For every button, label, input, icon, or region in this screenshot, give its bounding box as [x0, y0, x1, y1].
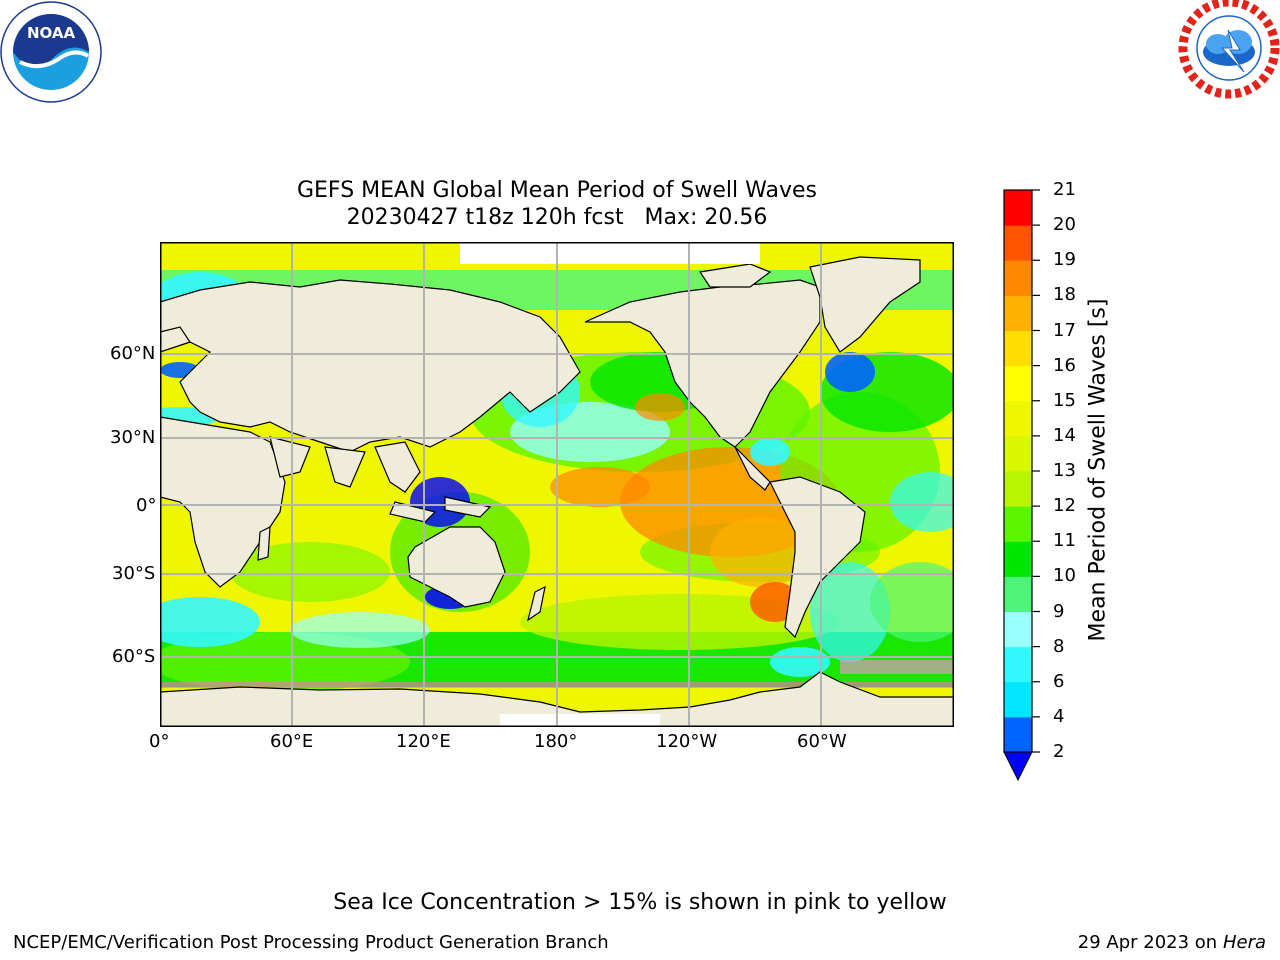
colorbar-segment: [1004, 681, 1032, 718]
map-panel: [160, 242, 954, 727]
arctic-ice: [460, 242, 760, 264]
noaa-logo: NOAA: [0, 1, 102, 103]
colorbar-tick-label: 19: [1053, 249, 1076, 271]
colorbar-tick-label: 11: [1053, 530, 1076, 552]
lon-label-120e: 120°E: [396, 731, 451, 752]
colorbar-tick-label: 17: [1053, 319, 1076, 341]
colorbar-tick-label: 16: [1053, 354, 1076, 376]
colorbar-segment: [1004, 646, 1032, 683]
nws-logo: [1178, 0, 1280, 99]
colorbar-segment: [1004, 400, 1032, 437]
lat-label-60s: 60°S: [112, 646, 156, 667]
colorbar-segment: [1004, 190, 1032, 226]
land: [160, 256, 954, 727]
colorbar-tick-label: 10: [1053, 565, 1076, 587]
colorbar-segment: [1004, 365, 1032, 402]
lon-label-120w: 120°W: [656, 731, 718, 752]
lat-label-eq: 0°: [136, 495, 157, 516]
lon-label-180: 180°: [534, 731, 578, 752]
colorbar: [1003, 189, 1040, 782]
chart-title-line1: GEFS MEAN Global Mean Period of Swell Wa…: [296, 178, 817, 203]
colorbar-segment: [1004, 576, 1032, 612]
colorbar-tick-label: 4: [1053, 705, 1065, 727]
colorbar-tick-label: 9: [1053, 600, 1065, 622]
colorbar-segment: [1004, 716, 1032, 753]
chart-title-line2: 20230427 t18z 120h fcst Max: 20.56: [346, 205, 768, 230]
colorbar-segment: [1004, 506, 1032, 542]
noaa-logo-text: NOAA: [27, 24, 76, 42]
colorbar-extend-arrow: [1003, 751, 1033, 782]
lon-label-0: 0°: [149, 731, 170, 752]
colorbar-tick-label: 20: [1053, 214, 1076, 236]
map-frame: [160, 242, 954, 727]
colorbar-segment: [1004, 295, 1032, 331]
footer-date: 29 Apr 2023 on Hera: [1078, 932, 1266, 953]
lon-label-60w: 60°W: [797, 731, 847, 752]
colorbar-tick-label: 2: [1053, 741, 1065, 762]
footer-date-text: 29 Apr 2023 on: [1077, 932, 1223, 953]
colorbar-tick-label: 8: [1053, 635, 1065, 657]
colorbar-tick-label: 21: [1053, 179, 1076, 200]
colorbar-label: Mean Period of Swell Waves [s]: [1085, 298, 1111, 642]
lat-label-60n: 60°N: [110, 343, 156, 364]
colorbar-segment: [1004, 541, 1032, 577]
colorbar-tick-label: 18: [1053, 284, 1076, 306]
colorbar-segment: [1004, 435, 1032, 472]
footer-credit: NCEP/EMC/Verification Post Processing Pr…: [13, 932, 609, 953]
colorbar-tick-label: 12: [1053, 495, 1076, 517]
lon-label-60e: 60°E: [270, 731, 314, 752]
colorbar-segment: [1004, 260, 1032, 296]
colorbar-tick-label: 13: [1053, 460, 1076, 481]
colorbar-tick-label: 6: [1053, 670, 1065, 692]
sea-ice-note: Sea Ice Concentration > 15% is shown in …: [333, 890, 947, 915]
colorbar-segment: [1004, 471, 1032, 507]
graticule: [160, 242, 954, 727]
colorbar-segment: [1004, 611, 1032, 648]
colorbar-segment: [1004, 330, 1032, 367]
footer-machine: Hera: [1222, 932, 1266, 953]
colorbar-tick-label: 15: [1053, 389, 1076, 411]
lat-label-30s: 30°S: [112, 563, 156, 584]
colorbar-tick-label: 14: [1053, 424, 1076, 446]
colorbar-segment: [1004, 225, 1032, 261]
antarctic-ice: [500, 714, 660, 727]
lat-label-30n: 30°N: [110, 427, 156, 448]
